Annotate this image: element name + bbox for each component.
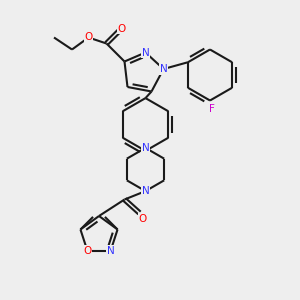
Text: O: O [117, 23, 126, 34]
Text: N: N [142, 143, 149, 153]
Text: O: O [84, 32, 93, 43]
Text: O: O [138, 214, 147, 224]
Text: N: N [142, 47, 149, 58]
Text: O: O [83, 246, 92, 256]
Text: N: N [160, 64, 167, 74]
Text: N: N [106, 246, 114, 256]
Text: F: F [208, 104, 214, 114]
Text: N: N [142, 186, 149, 196]
